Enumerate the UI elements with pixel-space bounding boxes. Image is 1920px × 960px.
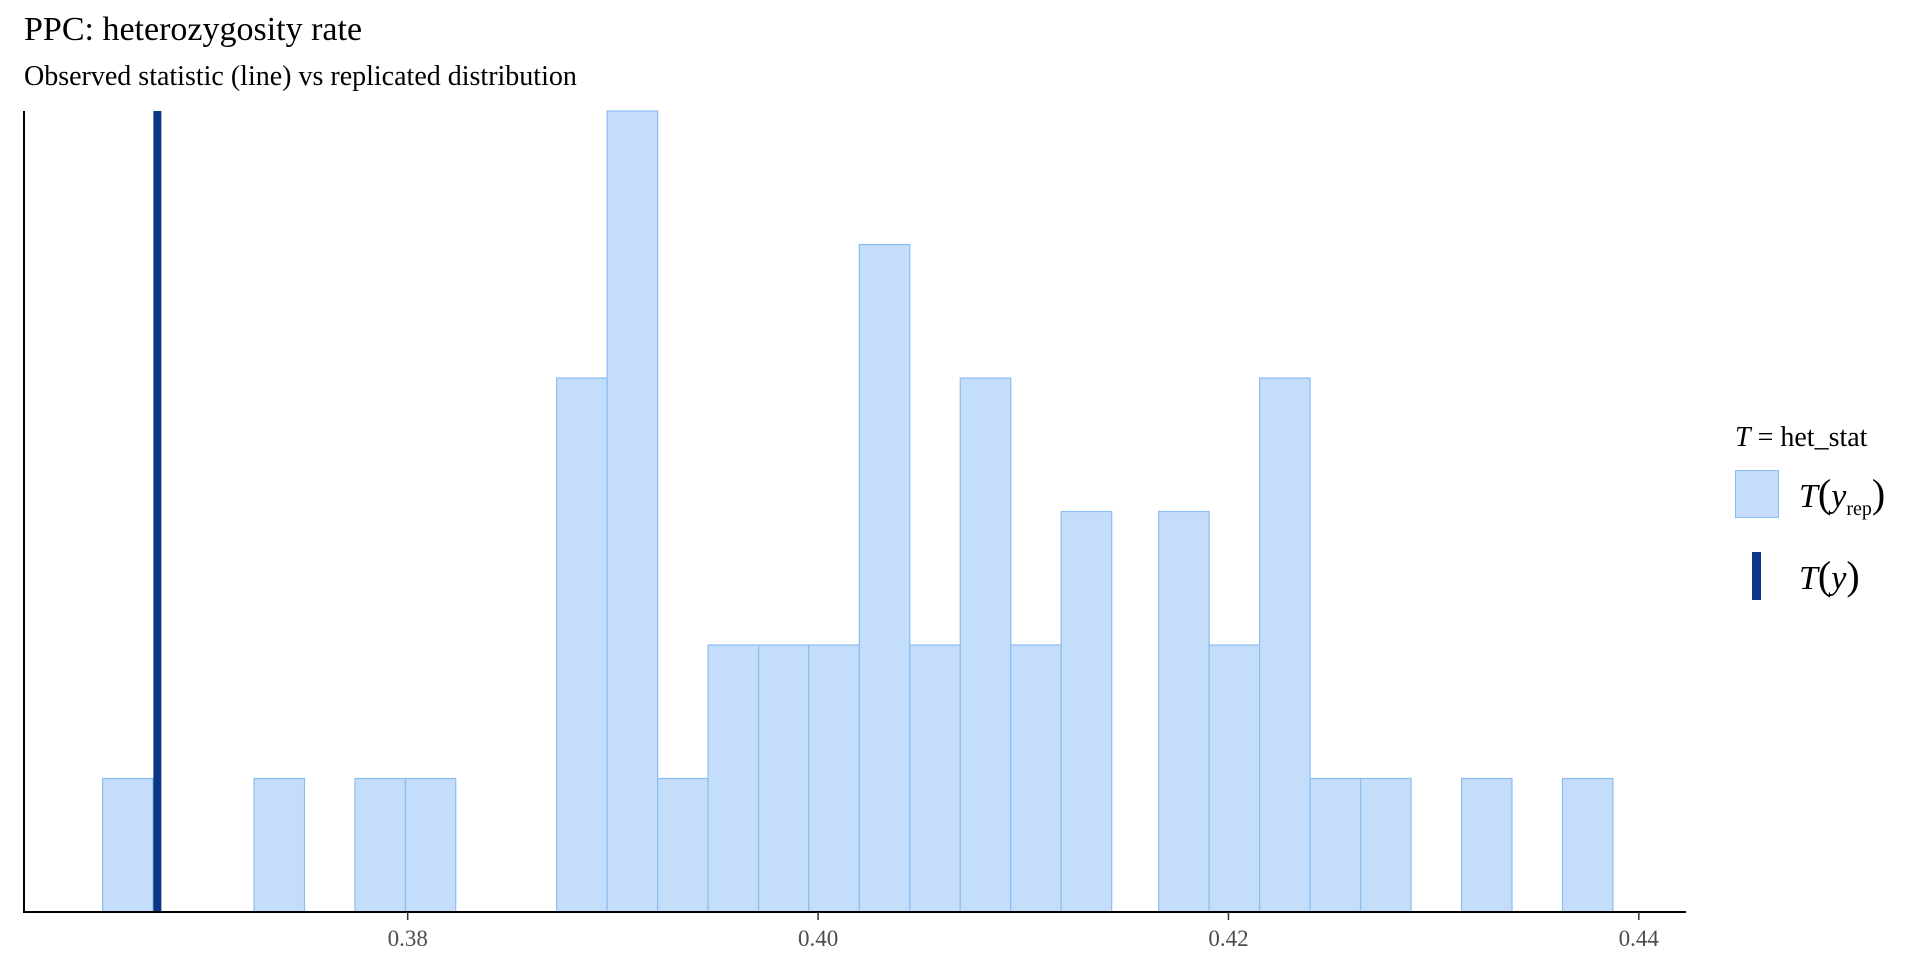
histogram-bar-20: [1462, 779, 1512, 913]
histogram-chart: 0.38 0.40 0.42 0.44: [0, 0, 1700, 960]
histogram-bar-19: [1361, 779, 1411, 913]
legend-swatch-observed: [1752, 552, 1761, 600]
histogram-bar-12: [960, 378, 1010, 912]
legend-label-replicated: T(yrep): [1799, 474, 1885, 529]
histogram-bar-4: [557, 378, 607, 912]
legend-rep-sub: rep: [1846, 498, 1872, 520]
histogram-bar-0: [103, 779, 153, 913]
histogram-bar-7: [708, 645, 758, 912]
x-tick-label-0: 0.38: [388, 926, 428, 951]
legend-label-observed: T(y): [1799, 556, 1860, 599]
histogram-bar-13: [1011, 645, 1061, 912]
legend-title: T = het_stat: [1735, 420, 1867, 456]
histogram-bar-6: [658, 779, 708, 913]
legend-rep-fn: T: [1799, 478, 1818, 515]
histogram-bar-1: [254, 779, 304, 913]
legend-title-var: T: [1735, 422, 1751, 453]
x-tick-label-3: 0.44: [1619, 926, 1660, 951]
legend-obs-fn: T: [1799, 560, 1818, 597]
histogram-bar-5: [607, 111, 657, 912]
histogram-bar-3: [405, 779, 455, 913]
histogram-bar-15: [1159, 512, 1209, 913]
histogram-bar-16: [1209, 645, 1259, 912]
legend-title-rest: = het_stat: [1758, 422, 1868, 453]
histogram-bars: [103, 111, 1613, 912]
histogram-bar-17: [1260, 378, 1310, 912]
legend-obs-arg: y: [1831, 560, 1846, 597]
histogram-bar-11: [910, 645, 960, 912]
histogram-bar-9: [809, 645, 859, 912]
x-tick-label-2: 0.42: [1208, 926, 1248, 951]
histogram-bar-10: [859, 245, 909, 913]
histogram-bar-18: [1310, 779, 1360, 913]
histogram-bar-2: [355, 779, 405, 913]
legend-rep-arg: y: [1831, 478, 1846, 515]
histogram-bar-8: [759, 645, 809, 912]
x-tick-label-1: 0.40: [798, 926, 838, 951]
histogram-bar-14: [1061, 512, 1111, 913]
legend-swatch-replicated: [1735, 470, 1779, 518]
histogram-bar-21: [1562, 779, 1612, 913]
